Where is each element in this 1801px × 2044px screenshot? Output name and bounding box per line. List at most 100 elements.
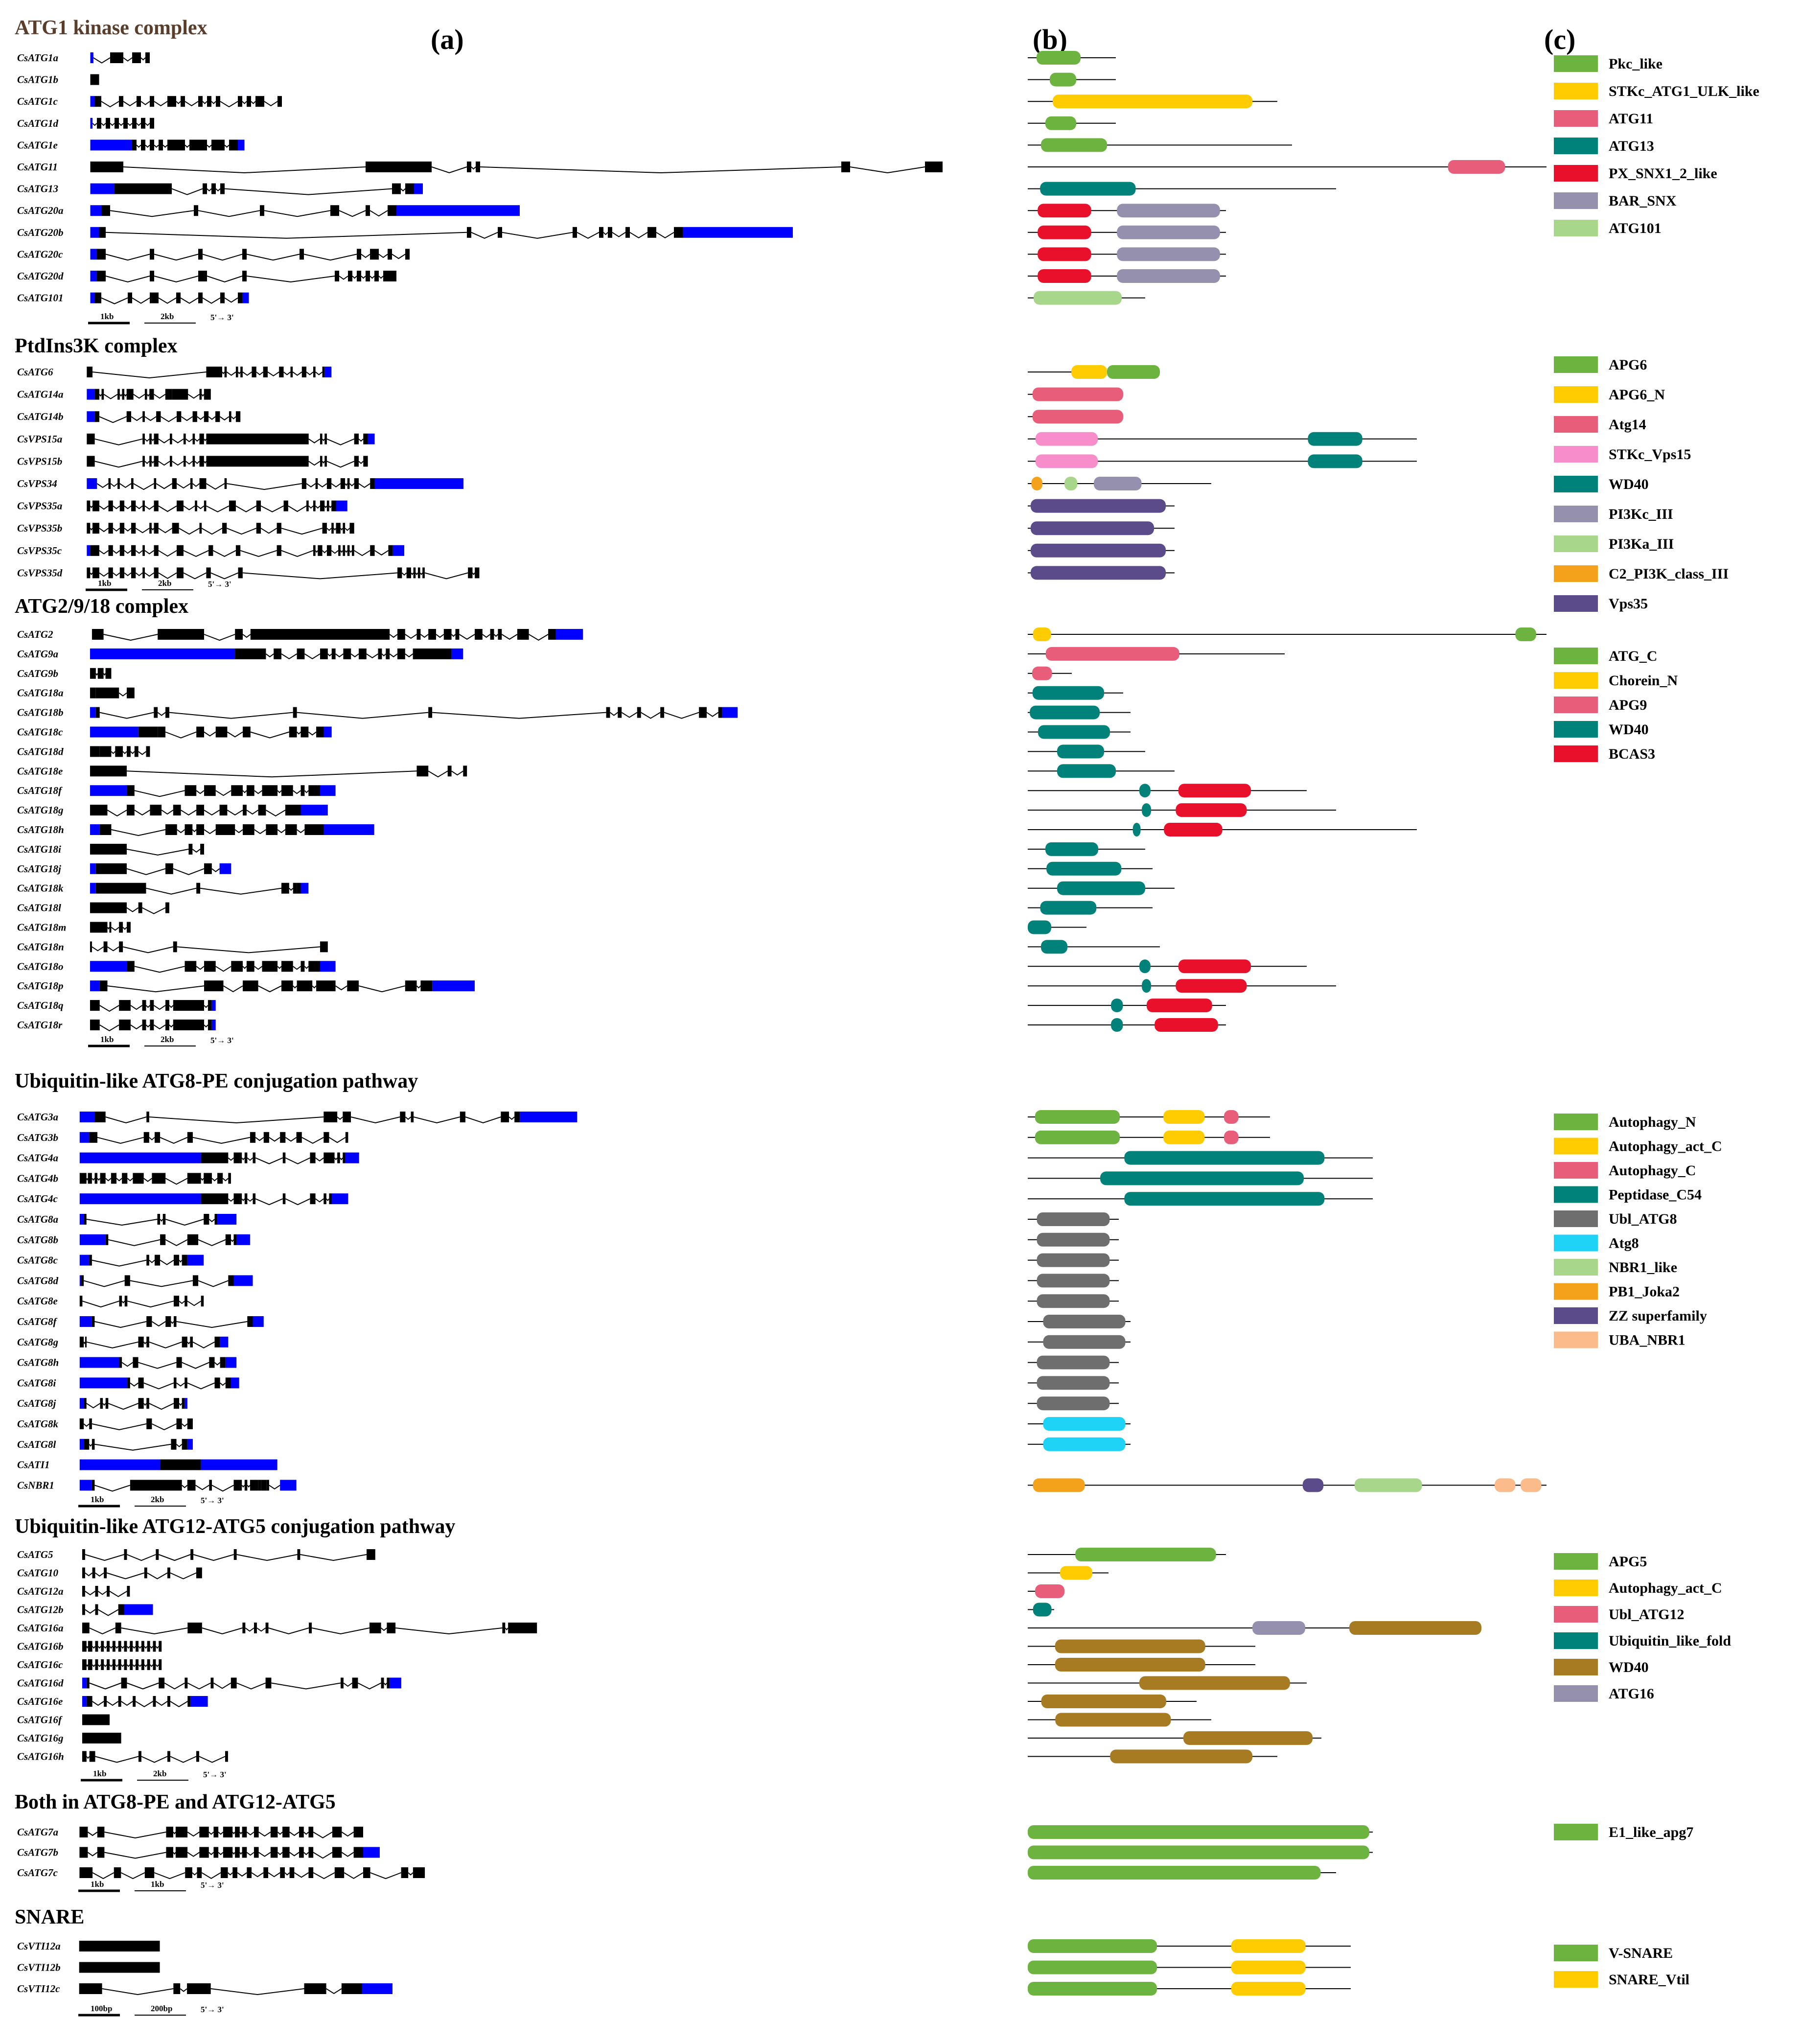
intron bbox=[120, 1664, 125, 1668]
legend-swatch bbox=[1554, 83, 1598, 99]
intron bbox=[107, 946, 119, 952]
exon-block bbox=[175, 1827, 188, 1837]
legend-swatch bbox=[1554, 1685, 1598, 1702]
gene-row: CsNBR1 bbox=[17, 1478, 1547, 1492]
gene-row: CsATG18o bbox=[17, 959, 1307, 974]
exon-block bbox=[101, 1659, 104, 1670]
exon-block bbox=[262, 785, 278, 796]
intron bbox=[304, 966, 309, 969]
exon-block bbox=[94, 292, 101, 303]
gene-row: CsATG7c bbox=[17, 1866, 1336, 1880]
intron bbox=[99, 505, 109, 510]
intron bbox=[247, 1157, 254, 1161]
intron bbox=[144, 1646, 148, 1649]
intron bbox=[227, 483, 302, 490]
gene-row: CsATG8d bbox=[17, 1274, 1119, 1288]
intron bbox=[265, 653, 274, 658]
intron bbox=[131, 416, 143, 421]
intron bbox=[354, 550, 370, 557]
exon-block bbox=[192, 411, 197, 422]
exon-block bbox=[281, 785, 293, 796]
gene-row: CsATG2 bbox=[17, 627, 1547, 641]
gene-label: CsATG1e bbox=[17, 139, 58, 151]
gene-label: CsATG16d bbox=[17, 1677, 64, 1689]
intron bbox=[158, 505, 177, 512]
gene-row: CsATG1e bbox=[17, 138, 1292, 152]
exon-block bbox=[323, 1112, 338, 1122]
exon-block bbox=[117, 389, 120, 400]
intron bbox=[154, 1872, 185, 1880]
utr-block bbox=[300, 805, 328, 816]
exon-block bbox=[177, 500, 184, 511]
intron bbox=[207, 188, 212, 192]
exon-block bbox=[173, 1296, 180, 1307]
protein-domain bbox=[1224, 1130, 1239, 1144]
intron bbox=[187, 1852, 200, 1857]
exon-block bbox=[244, 1480, 248, 1491]
exon-block bbox=[304, 1983, 326, 1994]
legend-label: ATG11 bbox=[1609, 111, 1653, 127]
legend-swatch bbox=[1554, 1632, 1598, 1649]
exon-block bbox=[132, 139, 137, 151]
exon-block bbox=[388, 205, 396, 216]
gene-label: CsATG18h bbox=[17, 824, 64, 836]
protein-domain bbox=[1031, 543, 1166, 557]
protein-domain bbox=[1163, 1110, 1205, 1124]
exon-block bbox=[127, 746, 131, 757]
exon-block bbox=[238, 567, 243, 579]
exon-block bbox=[173, 805, 181, 816]
exon-block bbox=[235, 629, 243, 640]
intron bbox=[192, 1341, 215, 1348]
exon-block bbox=[89, 1418, 92, 1429]
exon-block bbox=[108, 523, 113, 534]
intron bbox=[222, 1178, 229, 1182]
intron bbox=[641, 712, 661, 719]
exon-block bbox=[250, 629, 390, 640]
gene-row: CsATG18i bbox=[17, 842, 1145, 856]
intron bbox=[101, 297, 128, 304]
exon-block bbox=[353, 1827, 363, 1837]
intron bbox=[333, 528, 337, 531]
exon-block bbox=[119, 1296, 122, 1307]
exon-block bbox=[925, 162, 943, 172]
exon-block bbox=[502, 1623, 506, 1633]
intron bbox=[303, 1852, 309, 1856]
section-title: ATG2/9/18 complex bbox=[15, 595, 188, 618]
intron bbox=[179, 1259, 183, 1263]
intron bbox=[127, 123, 133, 126]
exon-block bbox=[115, 117, 119, 129]
exon-block bbox=[92, 567, 99, 579]
exon-block bbox=[114, 1867, 121, 1878]
gene-row: CsATG8a bbox=[17, 1212, 1119, 1226]
protein-domain bbox=[1043, 1315, 1126, 1328]
exon-block bbox=[198, 271, 207, 281]
utr-block bbox=[185, 1398, 187, 1409]
exon-block bbox=[280, 1867, 285, 1878]
exon-block bbox=[300, 249, 304, 260]
utr-block bbox=[323, 824, 374, 835]
exon-block bbox=[90, 74, 99, 85]
intron bbox=[242, 572, 398, 580]
intron bbox=[140, 57, 146, 61]
intron bbox=[335, 653, 344, 658]
gene-label: CsATI1 bbox=[17, 1459, 50, 1471]
exon-block bbox=[416, 766, 429, 777]
intron bbox=[293, 790, 301, 794]
utr-block bbox=[211, 1000, 216, 1011]
exon-block bbox=[357, 249, 361, 260]
gene-label: CsATG18q bbox=[17, 999, 64, 1011]
intron bbox=[149, 1137, 155, 1140]
intron bbox=[105, 232, 467, 239]
exon-block bbox=[366, 271, 370, 281]
exon-block bbox=[299, 1827, 304, 1837]
exon-block bbox=[225, 1751, 228, 1762]
protein-domain bbox=[1028, 1982, 1157, 1996]
utr-block bbox=[79, 1214, 84, 1225]
intron bbox=[328, 506, 332, 509]
intron bbox=[160, 1137, 188, 1144]
intron bbox=[185, 144, 190, 148]
intron bbox=[151, 461, 155, 464]
exon-block bbox=[94, 1173, 97, 1184]
intron bbox=[179, 1403, 183, 1406]
intron bbox=[340, 550, 344, 553]
